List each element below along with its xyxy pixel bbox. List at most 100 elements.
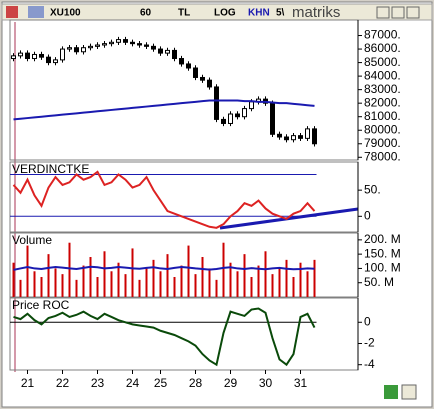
volume-bar (12, 262, 15, 297)
candle-body (235, 113, 240, 118)
volume-bar (110, 271, 113, 297)
y-tick-label: 83000. (364, 82, 401, 96)
y-tick-label: 86000. (364, 41, 401, 55)
volume-bar (236, 271, 239, 297)
currency[interactable]: TL (178, 8, 190, 19)
logo: matriks (292, 4, 340, 21)
candle-body (270, 102, 275, 135)
volume-bar (131, 248, 134, 297)
volume-bar (208, 268, 211, 297)
candle-body (172, 49, 177, 60)
y-tick-label: 87000. (364, 28, 401, 42)
candle-body (151, 45, 156, 50)
volume-bar (19, 279, 22, 297)
candle-body (249, 101, 254, 110)
candle-body (207, 79, 212, 88)
volume-bar (117, 262, 120, 297)
candle-body (81, 47, 86, 53)
candle-body (144, 44, 149, 47)
y-tick-label: -2 (364, 336, 375, 350)
volume-bar (159, 271, 162, 297)
panel-title: Volume (12, 233, 52, 247)
volume-bar (243, 254, 246, 297)
volume-bar (257, 265, 260, 297)
volume-bar (180, 265, 183, 297)
volume-bar (26, 245, 29, 297)
candle-body (39, 53, 44, 58)
series-line (13, 307, 316, 367)
y-tick-label: 85000. (364, 55, 401, 69)
candle-body (284, 136, 289, 141)
symbol[interactable]: XU100 (50, 8, 81, 19)
x-tick-label: 23 (91, 376, 105, 390)
candle-body (179, 58, 184, 65)
minimize-button[interactable] (376, 6, 390, 19)
y-tick-label: 78000. (364, 149, 401, 163)
series-line (12, 170, 316, 229)
y-tick-label: 79000. (364, 136, 401, 150)
candle-body (88, 45, 93, 49)
volume-bar (138, 279, 141, 297)
series-line (13, 99, 315, 121)
candle-body (137, 43, 142, 46)
y-tick-label: 81000. (364, 109, 401, 123)
candle-body (109, 41, 114, 45)
volume-bar (61, 274, 64, 297)
volume-bar (82, 265, 85, 297)
candle-body (53, 59, 58, 64)
candle-body (242, 108, 247, 118)
close-button[interactable] (406, 6, 420, 19)
candle-body (193, 67, 198, 78)
volume-bar (40, 277, 43, 297)
candle-body (74, 47, 79, 53)
volume-bar (271, 274, 274, 297)
refresh-button[interactable] (384, 385, 398, 399)
candle-body (95, 44, 100, 47)
maximize-button[interactable] (391, 6, 405, 19)
volume-bar (124, 274, 127, 297)
y-tick-label: 200. M (364, 232, 401, 246)
y-tick-label: 80000. (364, 122, 401, 136)
panel-title: Price ROC (12, 298, 70, 312)
volume-bar (75, 279, 78, 297)
volume-bar (89, 257, 92, 297)
volume-bar (47, 254, 50, 297)
volume-bar (313, 259, 316, 297)
y-tick-label: 82000. (364, 95, 401, 109)
candle-body (186, 63, 191, 69)
volume-bar (292, 277, 295, 297)
log-toggle[interactable]: LOG (214, 8, 236, 19)
volume-bar (96, 277, 99, 297)
candle-body (46, 56, 51, 64)
y-tick-label: 50. M (364, 275, 394, 289)
volume-bar (145, 268, 148, 297)
volume-bar (152, 259, 155, 297)
candle-body (277, 133, 282, 138)
icon (28, 6, 44, 18)
candle-body (32, 53, 37, 60)
candle-body (123, 39, 128, 43)
y-tick-label: 0 (364, 314, 371, 328)
candle-body (228, 113, 233, 124)
volume-bar (229, 262, 232, 297)
y-tick-label: -4 (364, 357, 375, 371)
volume-bar (54, 268, 57, 297)
period[interactable]: 60 (140, 8, 152, 19)
candle-body (116, 39, 121, 43)
volume-bar (215, 279, 218, 297)
khn-toggle[interactable]: KHN (248, 8, 270, 19)
volume-bar (264, 251, 267, 297)
volume-bar (278, 268, 281, 297)
settings-button[interactable] (401, 384, 417, 400)
candle-body (67, 47, 72, 50)
candle-body (158, 48, 163, 54)
candle-body (221, 118, 226, 124)
candle-body (165, 49, 170, 54)
volume-bar (187, 245, 190, 297)
volume-bar (103, 251, 106, 297)
volume-bar (285, 259, 288, 297)
toolbar-item[interactable]: 5\ (276, 8, 285, 19)
x-tick-label: 29 (224, 376, 238, 390)
